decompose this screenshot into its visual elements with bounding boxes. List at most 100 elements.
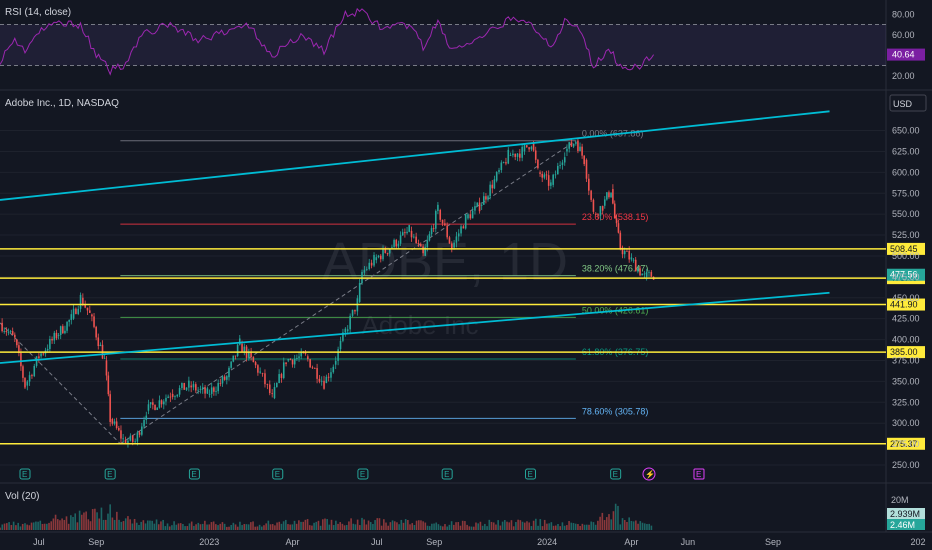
candle-body (537, 159, 539, 169)
candle-body (147, 404, 150, 411)
candle-body (24, 377, 26, 388)
volume-label[interactable]: Vol (20) (5, 491, 39, 502)
volume-bar (409, 524, 411, 530)
candle-body (105, 360, 108, 376)
volume-bar (623, 520, 626, 530)
candle-body (145, 415, 148, 420)
currency-button[interactable] (889, 94, 927, 112)
candle-body (525, 145, 528, 148)
candle-body (599, 206, 602, 216)
volume-bar (559, 526, 562, 530)
volume-bar (541, 526, 544, 530)
fib-level-label-5: 78.60% (305.78) (582, 406, 649, 416)
candle-body (422, 246, 424, 254)
horizontal-level-label-2: 441.90 (890, 300, 918, 310)
candle-body (641, 273, 644, 276)
volume-bar (585, 524, 588, 530)
volume-bar (378, 518, 381, 530)
event-markers[interactable]: E E E E E E E E ⚡ E (19, 467, 705, 481)
candle-body (64, 330, 66, 334)
volume-bar (201, 523, 204, 530)
volume-bar (499, 525, 502, 530)
time-label-8: Jun (681, 537, 696, 547)
volume-bar (363, 519, 365, 530)
volume-bar (61, 518, 63, 530)
candle-body (296, 358, 298, 359)
trend-channel[interactable] (0, 110, 830, 364)
candle-body (471, 210, 474, 219)
candle-body (86, 307, 89, 311)
candle-body (386, 252, 389, 254)
volume-bar (74, 513, 77, 530)
candle-body (534, 150, 537, 160)
candle-body (9, 331, 12, 332)
volume-bar (488, 519, 491, 530)
volume-bar (157, 524, 160, 530)
price-axis[interactable]: 650.00 625.00 600.00 575.00 550.00 525.00 500.… (892, 126, 920, 470)
volume-bar (417, 520, 420, 530)
volume-bar (526, 521, 528, 530)
rsi-label[interactable]: RSI (14, close) (5, 7, 71, 18)
time-label-4: Jul (371, 537, 383, 547)
volume-bar (484, 523, 486, 530)
rsi-pane[interactable]: 80.00 60.00 20.00 40.64 (0, 7, 925, 81)
channel-line-upper (0, 110, 830, 201)
volume-bar (206, 524, 208, 530)
candle-body (415, 236, 417, 244)
candle-body (107, 375, 110, 395)
volume-bar (348, 521, 350, 530)
volume-bar (96, 512, 98, 530)
time-axis[interactable]: Jul Sep 2023 Apr Jul Sep 2024 Apr Jun Sep 202 (33, 537, 925, 547)
candle-body (375, 257, 378, 261)
candle-body (208, 393, 211, 395)
candle-body (3, 331, 6, 332)
chart-title[interactable]: Adobe Inc., 1D, NASDAQ (5, 98, 119, 109)
price-tick-12: 350.00 (892, 376, 920, 386)
volume-bar (17, 522, 19, 530)
volume-bar (102, 519, 105, 530)
volume-bar (497, 520, 499, 530)
volume-bar (72, 516, 74, 530)
volume-bar (56, 519, 59, 530)
future-earnings-marker (693, 468, 705, 480)
volume-bar (41, 523, 44, 530)
price-tick-1: 625.00 (892, 146, 920, 156)
candle-body (393, 239, 395, 247)
candle-body (469, 214, 472, 219)
candle-body (424, 247, 427, 256)
candle-body (462, 226, 465, 229)
volume-bar (177, 523, 180, 530)
volume-bar (468, 526, 471, 530)
time-label-1: Sep (88, 537, 104, 547)
volume-bar (330, 519, 333, 530)
volume-bar (492, 522, 495, 530)
volume-bar (76, 522, 79, 530)
volume-bar (439, 525, 442, 530)
candle-body (339, 340, 342, 350)
volume-bar (444, 524, 446, 530)
candle-body (373, 255, 375, 266)
candle-body (539, 172, 541, 174)
candle-body (248, 351, 250, 358)
candle-body (521, 146, 523, 158)
volume-bar (335, 520, 337, 530)
candle-body (530, 146, 533, 150)
volume-bar (311, 525, 313, 530)
volume-bar (574, 523, 577, 530)
volume-bar (113, 519, 116, 530)
volume-bar (282, 521, 285, 530)
candle-body (498, 170, 500, 172)
candle-body (603, 199, 606, 206)
volume-bar (539, 519, 542, 530)
volume-bar (263, 525, 265, 530)
volume-pane[interactable] (0, 503, 653, 530)
fib-prior-trend-line (0, 322, 121, 445)
volume-bar (583, 524, 586, 530)
volume-bar (151, 520, 153, 530)
volume-bar (276, 522, 278, 530)
volume-bar (3, 523, 6, 530)
volume-bar (592, 522, 595, 530)
volume-bar (54, 514, 57, 530)
